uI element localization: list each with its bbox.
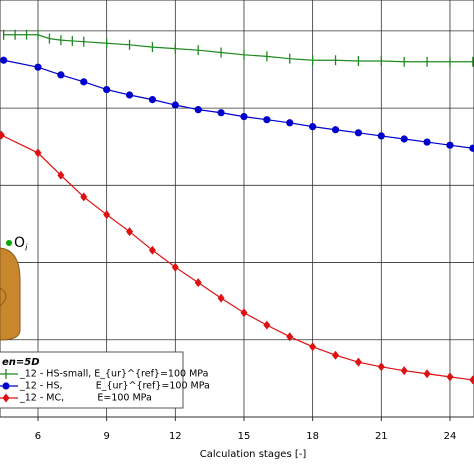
data-point	[286, 332, 294, 342]
data-point	[423, 369, 431, 379]
data-point	[469, 144, 474, 152]
data-point	[263, 116, 271, 124]
pile-shape	[0, 247, 21, 341]
data-point	[423, 138, 431, 146]
data-point	[240, 113, 248, 121]
data-point	[446, 141, 454, 149]
data-point	[446, 372, 454, 382]
data-point	[2, 393, 10, 403]
data-point	[217, 293, 225, 303]
data-point	[332, 350, 340, 360]
data-point	[171, 101, 179, 109]
legend-box	[0, 351, 184, 409]
data-point	[469, 375, 474, 385]
legend-label: _12 - HS, E_{ur}^{ref}=100 MPa	[19, 381, 210, 392]
annotation: O	[14, 235, 25, 251]
legend-title: en=5D	[2, 357, 40, 368]
data-point	[103, 85, 111, 94]
data-point	[286, 119, 294, 127]
data-point	[80, 78, 88, 86]
data-point	[2, 382, 10, 390]
data-point	[263, 320, 271, 330]
data-point	[331, 126, 340, 134]
x-tick-label: 15	[238, 431, 251, 442]
data-point	[400, 366, 408, 376]
x-tick-label: 12	[169, 431, 182, 442]
data-point	[57, 170, 65, 180]
x-axis-label: Calculation stages [-]	[200, 449, 307, 460]
data-point	[377, 362, 385, 372]
x-tick-label: 21	[375, 431, 388, 442]
data-point	[194, 278, 202, 288]
data-point	[57, 71, 65, 79]
x-tick-label: 24	[444, 431, 457, 442]
data-point	[309, 342, 317, 352]
data-point	[354, 357, 362, 367]
data-point	[240, 308, 248, 318]
data-point	[148, 96, 157, 104]
x-tick-label: 9	[103, 431, 109, 442]
data-point	[103, 210, 111, 220]
data-point	[0, 130, 5, 140]
legend-label: _12 - MC, E=100 MPa	[19, 393, 152, 404]
x-tick-label: 18	[306, 431, 319, 442]
data-point	[34, 63, 42, 71]
data-point	[171, 262, 179, 272]
point-marker	[6, 240, 12, 246]
data-point	[354, 129, 363, 137]
data-point	[377, 132, 385, 140]
data-point	[148, 245, 156, 255]
data-point	[34, 148, 42, 158]
x-tick-label: 6	[35, 431, 41, 442]
data-point	[126, 227, 134, 237]
data-point	[194, 106, 202, 114]
plot-frame	[0, 0, 474, 418]
data-point	[309, 123, 317, 131]
legend-label: _12 - HS-small, E_{ur}^{ref}=100 MPa	[19, 369, 208, 380]
data-point	[80, 192, 88, 202]
data-point	[0, 56, 8, 64]
data-point	[400, 135, 408, 143]
annotation-sub: i	[25, 244, 28, 254]
data-point	[125, 91, 134, 99]
data-point	[217, 109, 225, 117]
